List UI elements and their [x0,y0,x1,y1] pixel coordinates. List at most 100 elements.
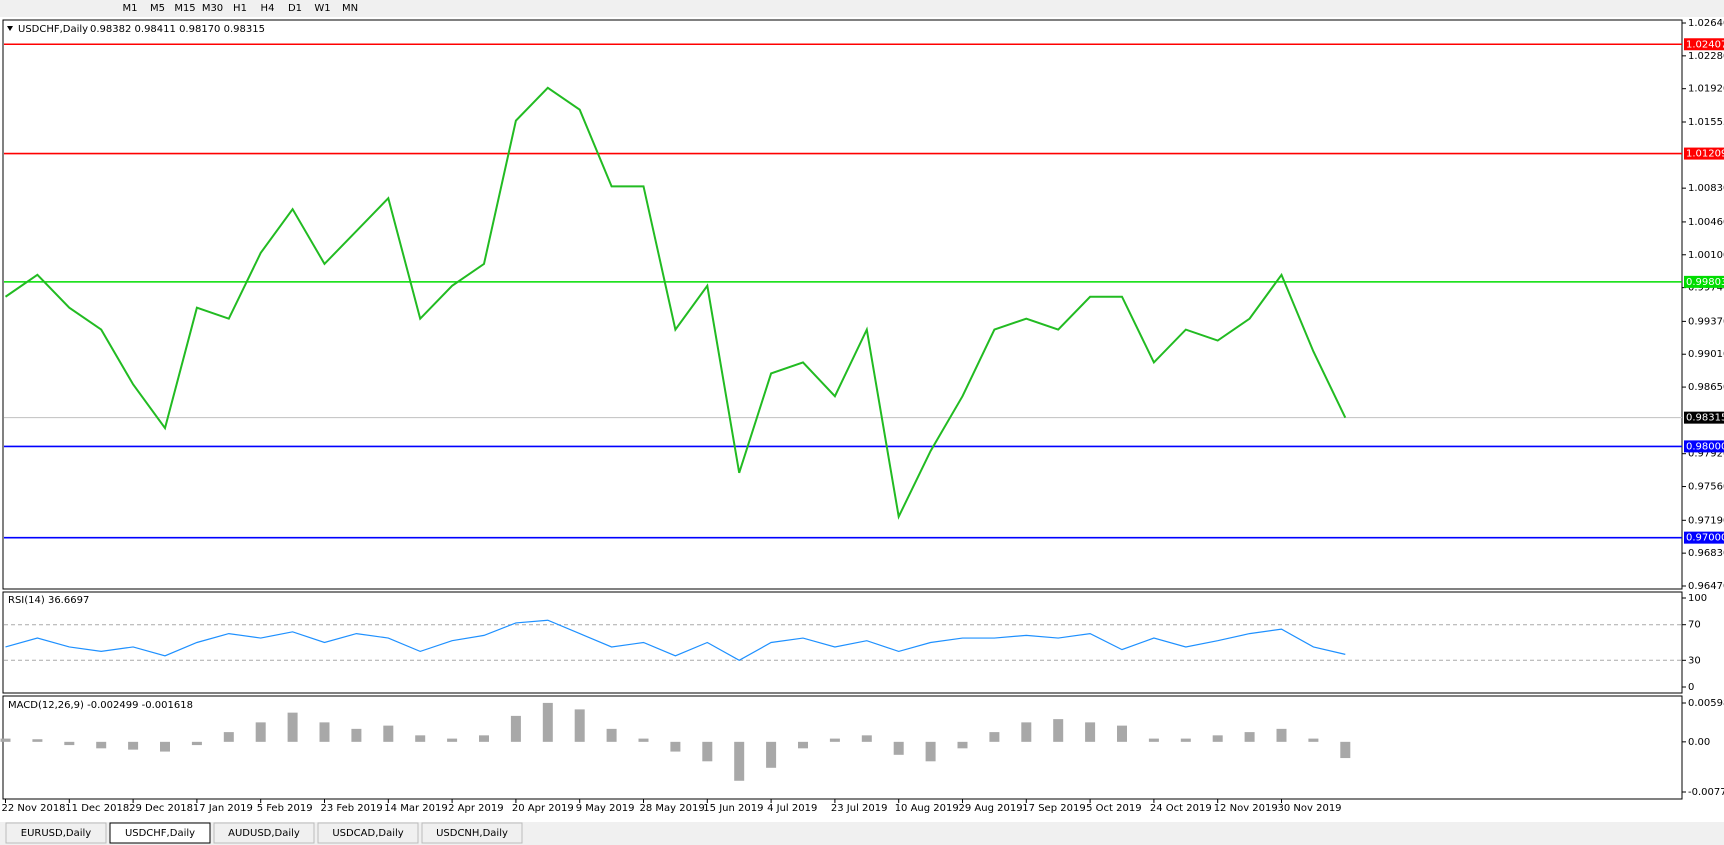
x-tick-label: 29 Aug 2019 [959,803,1023,814]
timeframe-button[interactable]: M5 [150,3,165,14]
macd-bar [96,741,107,749]
x-tick-label: 30 Nov 2019 [1278,803,1342,814]
timeframe-button[interactable]: M30 [202,3,223,14]
ohlc: 0.98382 0.98411 0.98170 0.98315 [90,24,265,35]
x-tick-label: 12 Nov 2019 [1214,803,1278,814]
macd-title: MACD(12,26,9) -0.002499 -0.001618 [8,700,193,711]
macd-bar [223,732,234,742]
macd-bar [0,738,11,742]
rsi-title: RSI(14) 36.6697 [8,595,89,606]
symbol-title: USDCHF,Daily [18,24,88,35]
level-tag [1684,275,1724,288]
current-label: 0.98315 [1686,413,1724,424]
tab-label[interactable]: EURUSD,Daily [21,828,92,839]
collapse-icon[interactable] [7,26,13,31]
macd-bar [925,741,936,762]
y-tick-label: 1.02280 [1688,51,1724,62]
timeframe-button[interactable]: W1 [314,3,330,14]
macd-bar [510,715,521,742]
macd-bar [893,741,904,755]
price-line [4,86,1347,520]
macd-bar [989,732,1000,742]
macd-bar [32,739,43,742]
macd-bar [1340,741,1351,759]
toolbar [0,0,1724,17]
y-tick-label: 1.02640 [1688,18,1724,29]
tab-label[interactable]: USDCAD,Daily [332,828,403,839]
tab[interactable] [109,822,211,844]
macd-bar [160,741,170,752]
tab-label[interactable]: USDCNH,Daily [436,828,508,839]
macd-bar [1276,728,1287,742]
main-panel [2,19,1683,590]
x-tick-label: 24 Oct 2019 [1150,803,1212,814]
x-tick-label: 20 Apr 2019 [512,803,574,814]
macd-bar [1021,722,1032,742]
timeframe-button[interactable]: M1 [123,3,138,14]
level-tag [1684,440,1724,453]
timeframe-button[interactable]: MN [342,3,358,14]
level-label: 0.98000 [1686,441,1724,452]
x-tick-label: 2 Apr 2019 [448,803,503,814]
timeframe-button[interactable]: M15 [174,3,195,14]
tab[interactable] [317,822,419,844]
macd-bar [638,738,649,742]
macd-bar [542,702,553,742]
macd-bar [64,741,75,746]
level-tag [1684,531,1724,544]
x-tick-label: 11 Dec 2018 [65,803,129,814]
macd-bar [1308,738,1319,742]
macd-bar [447,738,458,742]
macd-bar [702,741,713,762]
current-tag [1684,411,1724,424]
y-tick-label: 0 [1688,682,1694,693]
x-tick-label: 15 Jun 2019 [703,803,763,814]
level-tag [1684,38,1724,51]
y-tick-label: 1.01555 [1688,117,1724,128]
x-tick-label: 4 Jul 2019 [767,803,817,814]
macd-bar [670,741,681,752]
macd-bar [415,735,426,742]
macd-bar [128,741,139,750]
y-tick-label: 0.00 [1688,737,1710,748]
tab-label[interactable]: USDCHF,Daily [125,828,195,839]
x-tick-label: 5 Feb 2019 [257,803,313,814]
tab[interactable] [421,822,523,844]
x-tick-label: 29 Dec 2018 [129,803,193,814]
macd-bar [734,741,745,781]
y-tick-label: 70 [1688,620,1701,631]
macd-bar [1085,722,1096,742]
y-tick-label: 0.96470 [1688,581,1724,592]
x-tick-label: 14 Mar 2019 [384,803,447,814]
level-label: 0.99803 [1686,277,1724,288]
timeframe-button[interactable]: H1 [233,3,247,14]
tab[interactable] [213,822,315,844]
macd-bar [861,735,872,742]
timeframe-button[interactable]: H4 [261,3,275,14]
macd-bar [798,741,808,749]
macd-bar [829,738,840,742]
x-tick-label: 17 Sep 2019 [1022,803,1085,814]
y-tick-label: 30 [1688,655,1701,666]
tab-label[interactable]: AUDUSD,Daily [228,828,300,839]
y-tick-label: 1.00460 [1688,217,1724,228]
timeframe-button[interactable]: D1 [288,3,302,14]
tab[interactable] [5,822,107,844]
macd-bar [574,709,585,742]
rsi-panel [2,591,1683,694]
macd-bar [255,722,266,742]
macd-bar [383,725,394,742]
x-tick-label: 10 Aug 2019 [895,803,959,814]
level-label: 1.02407 [1686,39,1724,50]
macd-bar [1148,738,1159,742]
